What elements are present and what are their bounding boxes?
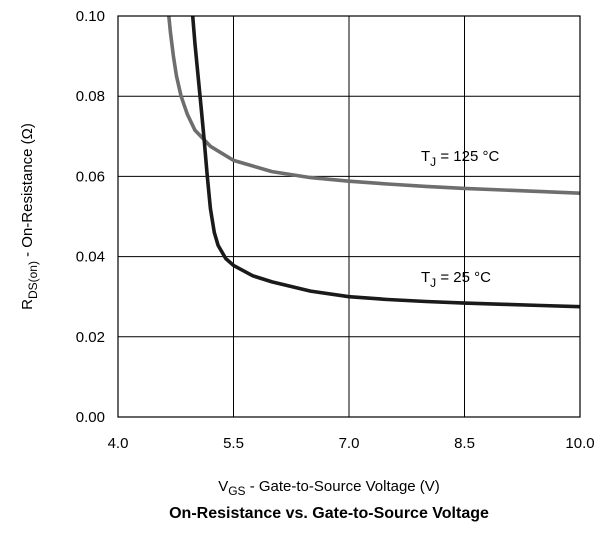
- tick-labels: 4.0 5.5 7.0 8.5 10.0 0.00 0.02 0.04 0.06 0.08 0.10: [76, 8, 595, 452]
- x-tick-label: 10.0: [565, 435, 594, 452]
- series-label-125c: TJ = 125 °C: [421, 148, 499, 169]
- series-label-text: = 25 °C: [436, 269, 491, 286]
- y-tick-label: 0.06: [76, 168, 105, 185]
- x-tick-label: 7.0: [339, 435, 360, 452]
- y-tick-label: 0.10: [76, 8, 105, 25]
- plot-frame: [117, 15, 581, 418]
- x-axis-label-symbol: V: [218, 478, 228, 495]
- y-axis-label-symbol: R: [19, 299, 36, 310]
- series-label-symbol: T: [421, 269, 430, 286]
- series-label-symbol: T: [421, 148, 430, 165]
- x-axis-label-text: - Gate-to-Source Voltage (V): [246, 478, 440, 495]
- y-axis-label-subscript: DS(on): [26, 261, 40, 299]
- series-label-subscript: J: [430, 155, 436, 169]
- x-tick-label: 4.0: [108, 435, 129, 452]
- grid-lines: [118, 16, 580, 417]
- series-label-subscript: J: [430, 276, 436, 290]
- x-axis-label-subscript: GS: [228, 484, 245, 498]
- series-label-25c: TJ = 25 °C: [421, 269, 491, 290]
- series-line-25c: [190, 16, 580, 309]
- series-line-125c: [167, 16, 580, 195]
- x-tick-label: 5.5: [223, 435, 244, 452]
- y-tick-label: 0.00: [76, 409, 105, 426]
- y-axis-label: RDS(on) - On-Resistance (Ω): [19, 123, 40, 310]
- y-axis-label-text: - On-Resistance (Ω): [19, 123, 36, 261]
- y-tick-label: 0.04: [76, 249, 105, 266]
- series-lines: [167, 16, 580, 309]
- y-tick-label: 0.02: [76, 329, 105, 346]
- y-tick-label: 0.08: [76, 88, 105, 105]
- chart-title: On-Resistance vs. Gate-to-Source Voltage: [169, 505, 489, 522]
- x-tick-label: 8.5: [454, 435, 475, 452]
- series-labels: TJ = 125 °CTJ = 25 °C: [421, 148, 499, 290]
- x-axis-label: VGS - Gate-to-Source Voltage (V): [218, 478, 440, 498]
- series-label-text: = 125 °C: [436, 148, 499, 165]
